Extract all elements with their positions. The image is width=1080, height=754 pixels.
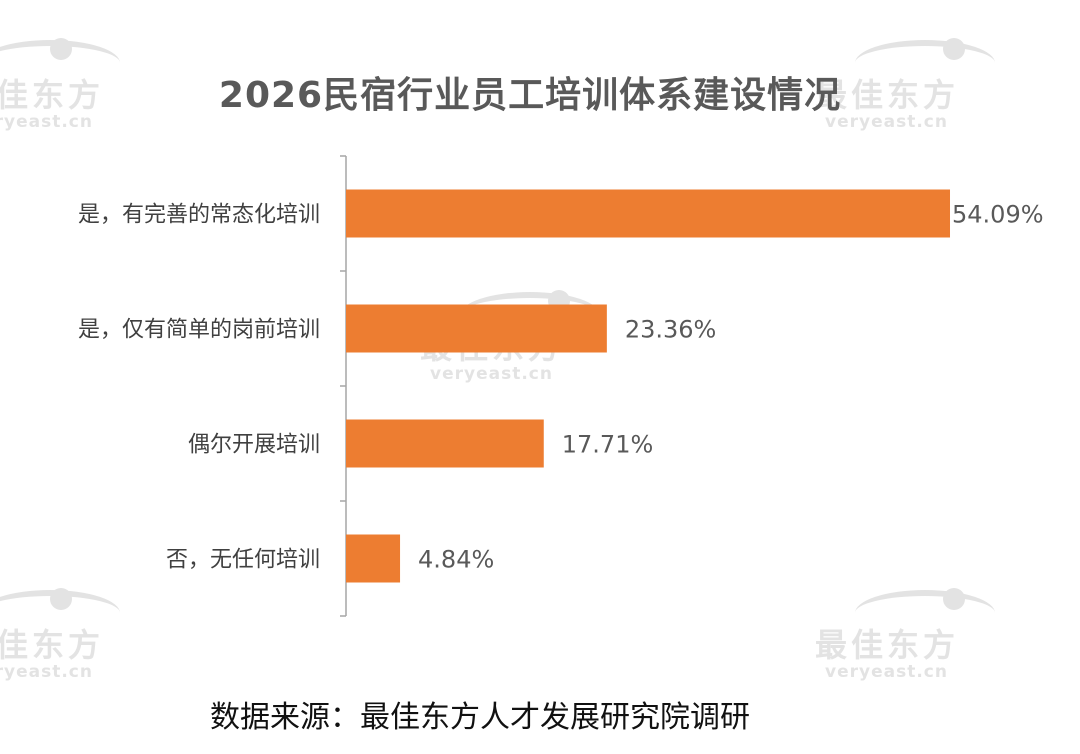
bar-3: [346, 534, 401, 583]
chart-title: 2026民宿行业员工培训体系建设情况: [218, 75, 842, 116]
category-label: 否，无任何培训: [166, 548, 320, 573]
data-source: 数据来源：最佳东方人才发展研究院调研: [210, 700, 750, 735]
category-label: 是，仅有简单的岗前培训: [78, 318, 320, 343]
bar-0: [346, 189, 951, 238]
data-label: 17.71%: [562, 431, 654, 459]
data-label: 54.09%: [952, 201, 1044, 229]
data-label: 23.36%: [625, 316, 717, 344]
category-label: 偶尔开展培训: [188, 433, 320, 458]
category-label: 是，有完善的常态化培训: [78, 203, 320, 228]
bar-1: [346, 304, 607, 353]
bar-2: [346, 419, 544, 468]
data-label: 4.84%: [418, 546, 494, 574]
